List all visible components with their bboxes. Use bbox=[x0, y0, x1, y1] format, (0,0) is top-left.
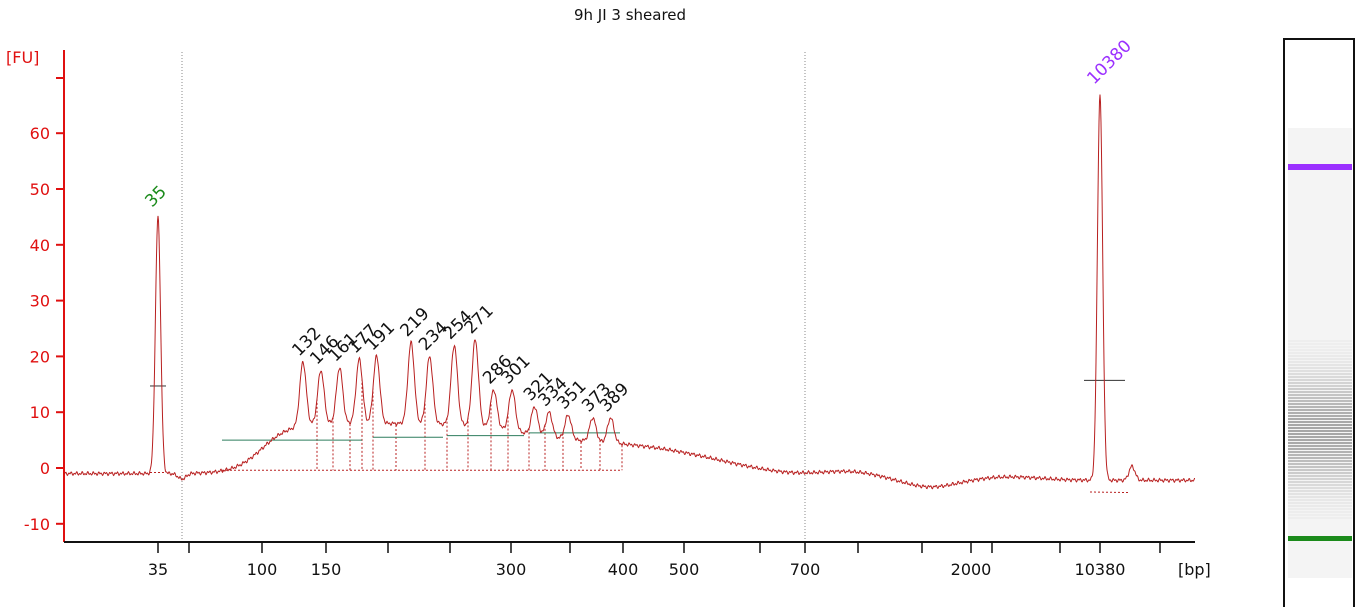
upper-marker-band bbox=[1288, 164, 1352, 170]
gel-smear bbox=[1288, 373, 1352, 375]
y-tick-label: 10 bbox=[30, 403, 50, 422]
chart-title: 9h JI 3 sheared bbox=[573, 6, 687, 24]
x-axis-label: [bp] bbox=[1178, 560, 1211, 579]
gel-smear bbox=[1288, 475, 1352, 477]
gel-smear bbox=[1288, 460, 1352, 462]
lower-marker-band bbox=[1288, 536, 1352, 541]
gel-smear bbox=[1288, 412, 1352, 414]
y-tick-label: 50 bbox=[30, 180, 50, 199]
gel-smear bbox=[1288, 472, 1352, 474]
gel-bands bbox=[1288, 128, 1352, 578]
gel-smear bbox=[1288, 415, 1352, 417]
gel-smear bbox=[1288, 481, 1352, 483]
gel-smear bbox=[1288, 349, 1352, 351]
gel-smear bbox=[1288, 385, 1352, 387]
gel-smear bbox=[1288, 457, 1352, 459]
gel-smear bbox=[1288, 433, 1352, 435]
gel-smear bbox=[1288, 502, 1352, 504]
gel-smear bbox=[1288, 403, 1352, 405]
y-tick-label: 30 bbox=[30, 292, 50, 311]
gel-smear bbox=[1288, 343, 1352, 345]
gel-smear bbox=[1288, 421, 1352, 423]
x-tick-label: 10380 bbox=[1075, 560, 1126, 579]
gel-smear bbox=[1288, 463, 1352, 465]
gel-smear bbox=[1288, 379, 1352, 381]
integration-floor bbox=[1089, 491, 1131, 494]
gel-smear bbox=[1288, 439, 1352, 441]
marker-peak-label: 35 bbox=[141, 182, 170, 211]
gel-smear bbox=[1288, 442, 1352, 444]
x-tick-label: 500 bbox=[669, 560, 700, 579]
x-tick-label: 2000 bbox=[951, 560, 992, 579]
peak-label: 271 bbox=[461, 301, 498, 338]
x-tick-label: 300 bbox=[496, 560, 527, 579]
gel-smear bbox=[1288, 388, 1352, 390]
gel-smear bbox=[1288, 466, 1352, 468]
gel-smear bbox=[1288, 496, 1352, 498]
gel-smear bbox=[1288, 445, 1352, 447]
gel-smear bbox=[1288, 484, 1352, 486]
gel-smear bbox=[1288, 517, 1352, 519]
gel-smear bbox=[1288, 340, 1352, 342]
gel-smear bbox=[1288, 394, 1352, 396]
gel-smear bbox=[1288, 436, 1352, 438]
gel-smear bbox=[1288, 427, 1352, 429]
gel-smear bbox=[1288, 424, 1352, 426]
gel-smear bbox=[1288, 418, 1352, 420]
virtual-gel-lane bbox=[1283, 38, 1355, 607]
electropherogram-chart: [FU] -10 0 10 20 30 40 50 60 35 100 150 300 400 500 700… bbox=[6, 36, 1211, 579]
gel-smear bbox=[1288, 391, 1352, 393]
x-tick-label: 35 bbox=[148, 560, 168, 579]
y-tick-label: 20 bbox=[30, 347, 50, 366]
gel-smear bbox=[1288, 469, 1352, 471]
y-tick-label: 0 bbox=[40, 459, 50, 478]
gel-smear bbox=[1288, 448, 1352, 450]
gel-smear bbox=[1288, 478, 1352, 480]
y-axis-label: [FU] bbox=[6, 48, 39, 67]
gel-smear bbox=[1288, 376, 1352, 378]
gel-background bbox=[1288, 128, 1352, 578]
gel-smear bbox=[1288, 406, 1352, 408]
y-tick-label: 40 bbox=[30, 236, 50, 255]
gel-smear bbox=[1288, 451, 1352, 453]
gel-smear bbox=[1288, 361, 1352, 363]
marker-peak-label: 10380 bbox=[1083, 36, 1135, 88]
gel-smear bbox=[1288, 400, 1352, 402]
gel-smear bbox=[1288, 430, 1352, 432]
gel-smear bbox=[1288, 487, 1352, 489]
gel-smear bbox=[1288, 346, 1352, 348]
gel-smear bbox=[1288, 508, 1352, 510]
gel-smear bbox=[1288, 364, 1352, 366]
x-tick-label: 700 bbox=[790, 560, 821, 579]
gel-smear bbox=[1288, 355, 1352, 357]
gel-smear bbox=[1288, 367, 1352, 369]
gel-smear bbox=[1288, 352, 1352, 354]
gel-smear bbox=[1288, 397, 1352, 399]
gel-smear bbox=[1288, 514, 1352, 516]
x-tick-label: 400 bbox=[608, 560, 639, 579]
gel-smear bbox=[1288, 370, 1352, 372]
x-tick-label: 100 bbox=[247, 560, 278, 579]
gel-smear bbox=[1288, 454, 1352, 456]
gel-smear bbox=[1288, 505, 1352, 507]
gel-smear bbox=[1288, 511, 1352, 513]
y-tick-label: 60 bbox=[30, 124, 50, 143]
x-tick-label: 150 bbox=[311, 560, 342, 579]
gel-smear bbox=[1288, 490, 1352, 492]
gel-smear bbox=[1288, 499, 1352, 501]
gel-smear bbox=[1288, 358, 1352, 360]
gel-smear bbox=[1288, 493, 1352, 495]
gel-smear bbox=[1288, 382, 1352, 384]
signal-trace bbox=[63, 94, 1195, 490]
gel-smear bbox=[1288, 409, 1352, 411]
y-tick-label: -10 bbox=[24, 515, 50, 534]
